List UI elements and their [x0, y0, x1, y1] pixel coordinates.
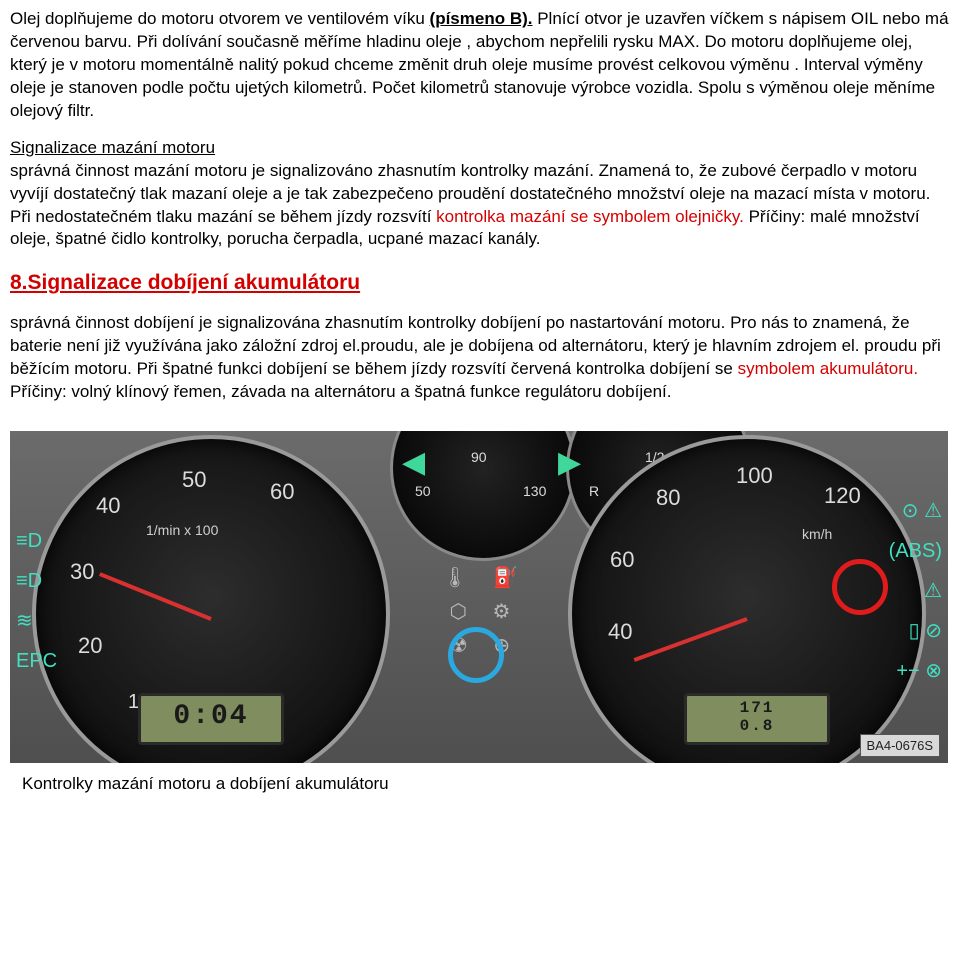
tick: 40 [608, 617, 632, 647]
tick: 40 [96, 491, 120, 521]
tick: R [589, 482, 599, 501]
subheading-lubrication: Signalizace mazání motoru [10, 138, 215, 157]
turn-left-icon: ◀ [402, 443, 425, 484]
tick: 60 [610, 545, 634, 575]
right-indicator-icons: ⊙ ⚠(ABS)⚠▯ ⊘+− ⊗ [889, 491, 942, 691]
needle [99, 573, 212, 622]
unit: 1/min x 100 [146, 521, 218, 540]
tick: 80 [656, 483, 680, 513]
tick: 90 [471, 448, 487, 467]
unit: km/h [802, 525, 832, 544]
lcd-odo: 171 0.8 [684, 693, 830, 745]
dashboard-illustration: 50 90 130 R 1/2 1 ◀ ▶ 40 30 20 10 50 60 … [10, 431, 948, 763]
oil-lamp-symbol-text: kontrolka mazání se symbolem olejničky. [436, 207, 744, 226]
odo-bottom: 0.8 [687, 717, 827, 735]
battery-symbol-text: symbolem akumulátoru. [738, 359, 918, 378]
oil-lamp-highlight-circle [448, 627, 504, 683]
left-indicator-icons: ≡D≡D≋EPC [16, 521, 57, 681]
tick: 100 [736, 461, 773, 491]
tick: 50 [415, 482, 431, 501]
figure-caption: Kontrolky mazání motoru a dobíjení akumu… [10, 773, 950, 796]
tick: 60 [270, 477, 294, 507]
tick: 120 [824, 481, 861, 511]
image-code-badge: BA4-0676S [860, 734, 941, 758]
text: Olej doplňujeme do motoru otvorem ve ven… [10, 9, 430, 28]
letter-b-ref: (písmeno B). [430, 9, 533, 28]
text: Příčiny: volný klínový řemen, závada na … [10, 382, 672, 401]
tick: 50 [182, 465, 206, 495]
heading-8-charging: 8.Signalizace dobíjení akumulátoru [10, 269, 950, 297]
paragraph-lubrication-signal: Signalizace mazání motoru správná činnos… [10, 137, 950, 252]
dashboard-figure: 50 90 130 R 1/2 1 ◀ ▶ 40 30 20 10 50 60 … [10, 431, 950, 796]
needle [634, 618, 748, 663]
tick: 30 [70, 557, 94, 587]
tick: 130 [523, 482, 546, 501]
odo-top: 171 [687, 699, 827, 717]
paragraph-oil-refill: Olej doplňujeme do motoru otvorem ve ven… [10, 8, 950, 123]
turn-right-icon: ▶ [558, 443, 581, 484]
tick: 20 [78, 631, 102, 661]
lcd-clock: 0:04 [138, 693, 284, 745]
paragraph-charging-signal: správná činnost dobíjení je signalizován… [10, 312, 950, 404]
